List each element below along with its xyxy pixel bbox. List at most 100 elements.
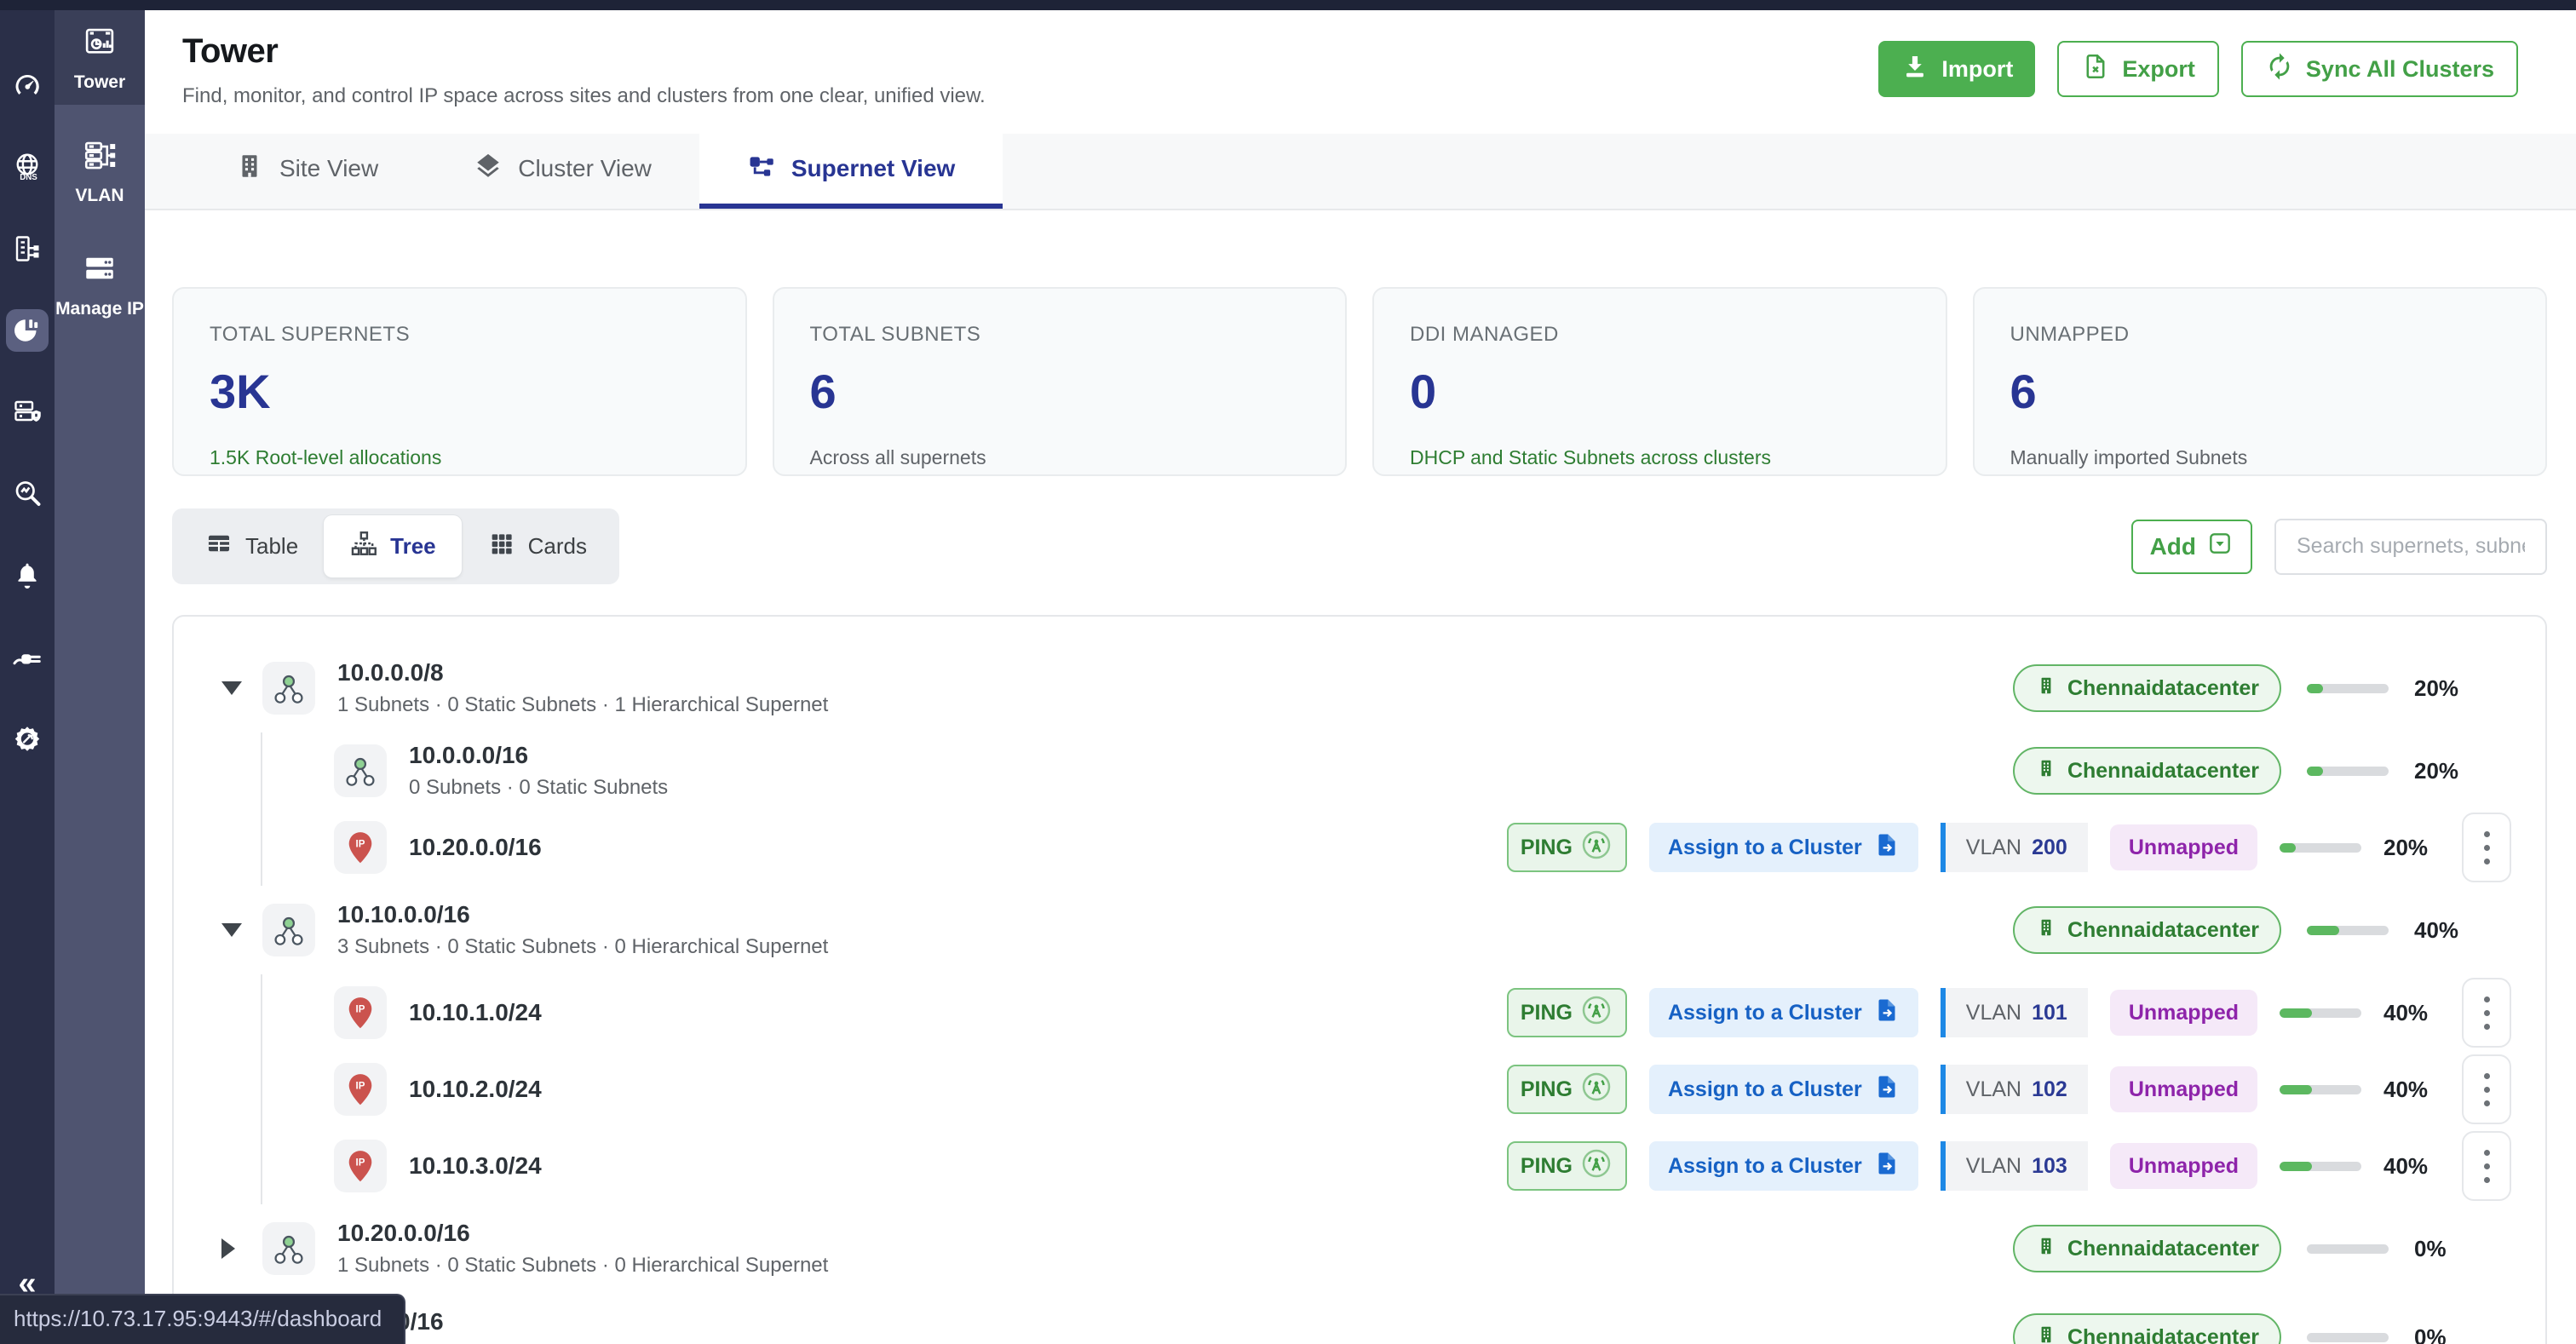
import-button[interactable]: Import xyxy=(1878,41,2036,97)
view-mode-tree[interactable]: Tree xyxy=(324,515,462,577)
ping-label: PING xyxy=(1520,1153,1573,1178)
sidebar-item-analytics[interactable] xyxy=(0,290,55,371)
search-input[interactable] xyxy=(2274,518,2547,575)
export-label: Export xyxy=(2122,55,2195,82)
pie-chart-icon xyxy=(6,309,49,352)
stat-sub: Across all supernets xyxy=(809,446,986,468)
stat-label: DDI MANAGED xyxy=(1410,323,1559,346)
tab-supernet-view[interactable]: Supernet View xyxy=(699,134,1003,209)
assign-label: Assign to a Cluster xyxy=(1667,1000,1862,1025)
sidebar-item-vlan[interactable]: VLAN xyxy=(55,123,145,218)
assign-file-icon xyxy=(1874,1074,1900,1106)
vlan-prefix-label: VLAN xyxy=(1965,1000,2022,1025)
row-menu-button[interactable] xyxy=(2462,978,2511,1048)
sync-icon xyxy=(2265,52,2294,87)
list-toolbar: Table Tree Cards Add xyxy=(172,508,2547,584)
gear-wrench-icon xyxy=(12,724,43,755)
stat-card-total-supernets: TOTAL SUPERNETS 3K 1.5K Root-level alloc… xyxy=(172,287,747,476)
assign-to-cluster-button[interactable]: Assign to a Cluster xyxy=(1648,823,1918,872)
supernet-cidr: 10.20.0.0/16 xyxy=(337,1220,470,1246)
dns-globe-icon: DNS xyxy=(12,152,43,182)
view-mode-label: Table xyxy=(245,533,299,559)
status-badge: Unmapped xyxy=(2109,1066,2257,1112)
collapse-sidebar-icon[interactable]: « xyxy=(18,1266,37,1301)
tree-row-subnet[interactable]: IP 10.10.2.0/24 PING Assign to a Cluster… xyxy=(174,1051,2545,1128)
page-title: Tower xyxy=(182,32,279,70)
assign-to-cluster-button[interactable]: Assign to a Cluster xyxy=(1648,1065,1918,1114)
add-label: Add xyxy=(2149,532,2196,560)
subnet-cidr: 10.10.3.0/24 xyxy=(409,1152,542,1179)
sidebar-item-dns[interactable]: DNS xyxy=(0,126,55,208)
tree-row-subnet[interactable]: IP 10.10.1.0/24 PING Assign to a Cluster… xyxy=(174,974,2545,1051)
subnet-cidr: 10.10.1.0/24 xyxy=(409,999,542,1025)
stat-sub: Manually imported Subnets xyxy=(2010,446,2248,468)
bell-icon xyxy=(12,560,43,591)
window-top-bar xyxy=(0,0,2576,10)
ping-button[interactable]: PING xyxy=(1506,823,1627,872)
tree-row-supernet[interactable]: 10.10.0.0/16 3 Subnets · 0 Static Subnet… xyxy=(174,886,2545,974)
add-button[interactable]: Add xyxy=(2130,519,2252,574)
assign-to-cluster-button[interactable]: Assign to a Cluster xyxy=(1648,1141,1918,1191)
svg-text:DNS: DNS xyxy=(20,173,37,182)
site-chip-label: Chennaidatacenter xyxy=(2067,1236,2259,1261)
sidebar-item-manage-ip[interactable]: Manage IP xyxy=(55,237,145,331)
assign-to-cluster-button[interactable]: Assign to a Cluster xyxy=(1648,988,1918,1037)
sidebar-item-dashboard[interactable] xyxy=(0,44,55,126)
tab-label: Site View xyxy=(279,155,379,181)
supernet-meta: 1 Subnets · 0 Static Subnets · 0 Hierarc… xyxy=(337,1342,828,1344)
vlan-number: 101 xyxy=(2032,1000,2067,1025)
building-icon xyxy=(2035,1324,2057,1344)
utilization-percent: 20% xyxy=(2383,834,2429,860)
row-menu-button[interactable] xyxy=(2462,1054,2511,1124)
stat-label: TOTAL SUPERNETS xyxy=(210,323,411,346)
sidebar-item-audit-search[interactable] xyxy=(0,453,55,535)
vlan-icon xyxy=(80,137,119,177)
utilization-percent: 20% xyxy=(2414,757,2459,784)
ping-button[interactable]: PING xyxy=(1506,988,1627,1037)
utilization-percent: 40% xyxy=(2383,1152,2429,1179)
vlan-number: 200 xyxy=(2032,835,2067,859)
supernet-node-icon xyxy=(262,1222,315,1275)
caret-icon[interactable] xyxy=(221,681,242,695)
utilization-bar xyxy=(2307,1243,2389,1254)
sidebar-item-server-alert[interactable] xyxy=(0,371,55,453)
supernet-node-icon xyxy=(262,662,315,715)
antenna-icon xyxy=(1579,1070,1613,1110)
utilization-percent: 40% xyxy=(2414,916,2459,943)
site-chip: Chennaidatacenter xyxy=(2012,1313,2281,1344)
view-mode-cards[interactable]: Cards xyxy=(462,515,612,577)
tree-row-subnet[interactable]: IP 10.10.3.0/24 PING Assign to a Cluster… xyxy=(174,1128,2545,1204)
subnet-cidr: 10.20.0.0/16 xyxy=(409,834,542,860)
plug-icon xyxy=(12,642,43,673)
sidebar-item-settings[interactable] xyxy=(0,698,55,780)
tree-row-supernet[interactable]: 10.20.0.0/16 1 Subnets · 0 Static Subnet… xyxy=(174,1204,2545,1293)
vlan-prefix-label: VLAN xyxy=(1965,835,2022,859)
sidebar-item-sites[interactable] xyxy=(0,208,55,290)
tree-row-supernet[interactable]: 10.0.0.0/16 0 Subnets · 0 Static Subnets… xyxy=(174,732,2545,809)
table-icon xyxy=(204,529,233,564)
ping-button[interactable]: PING xyxy=(1506,1141,1627,1191)
ping-button[interactable]: PING xyxy=(1506,1065,1627,1114)
sync-all-clusters-button[interactable]: Sync All Clusters xyxy=(2240,41,2518,97)
row-menu-button[interactable] xyxy=(2462,813,2511,882)
tree-row-supernet[interactable]: 7.7.0.0/16 1 Subnets · 0 Static Subnets … xyxy=(174,1293,2545,1344)
tab-cluster-view[interactable]: Cluster View xyxy=(426,134,699,209)
export-button[interactable]: Export xyxy=(2057,41,2219,97)
sidebar-item-notifications[interactable] xyxy=(0,535,55,617)
sidebar-item-integrations[interactable] xyxy=(0,617,55,698)
supernet-cidr: 10.0.0.0/8 xyxy=(337,659,444,686)
sidebar-item-tower[interactable]: Tower xyxy=(55,10,145,105)
assign-label: Assign to a Cluster xyxy=(1667,1077,1862,1101)
view-mode-label: Tree xyxy=(390,533,436,559)
caret-icon[interactable] xyxy=(221,923,242,937)
stat-value: 3K xyxy=(210,365,271,418)
stat-cards: TOTAL SUPERNETS 3K 1.5K Root-level alloc… xyxy=(172,287,2547,476)
tree-row-subnet[interactable]: IP 10.20.0.0/16 PING Assign to a Cluster… xyxy=(174,809,2545,886)
supernet-cidr: 10.10.0.0/16 xyxy=(337,901,470,928)
tab-site-view[interactable]: Site View xyxy=(187,134,426,209)
tree-row-supernet[interactable]: 10.0.0.0/8 1 Subnets · 0 Static Subnets … xyxy=(174,644,2545,732)
vlan-number: 103 xyxy=(2032,1153,2067,1178)
view-mode-table[interactable]: Table xyxy=(179,515,324,577)
caret-icon[interactable] xyxy=(221,1238,235,1259)
row-menu-button[interactable] xyxy=(2462,1131,2511,1201)
